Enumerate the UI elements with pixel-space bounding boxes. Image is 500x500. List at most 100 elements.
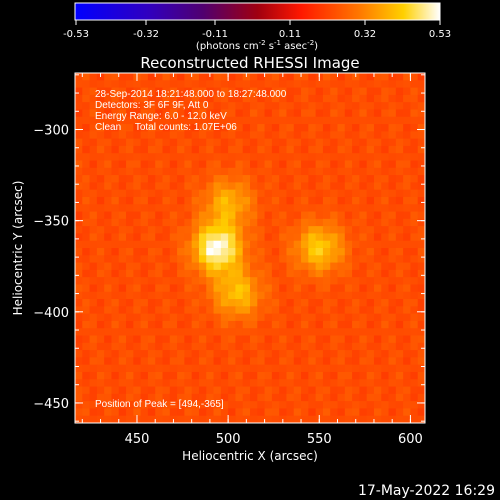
heatmap-cell xyxy=(133,226,142,234)
heatmap-cell xyxy=(155,408,163,417)
heatmap-cell xyxy=(373,94,382,103)
heatmap-cell xyxy=(271,233,280,242)
heatmap-cell xyxy=(381,145,390,154)
heatmap-cell xyxy=(279,284,287,293)
heatmap-cell xyxy=(257,401,266,409)
heatmap-cell xyxy=(213,415,222,424)
heatmap-cell xyxy=(264,211,273,220)
heatmap-cell xyxy=(147,240,156,249)
heatmap-cell xyxy=(352,248,360,256)
heatmap-cell xyxy=(279,408,287,417)
heatmap-cell xyxy=(111,328,120,336)
heatmap-cell xyxy=(177,94,185,103)
heatmap-cell xyxy=(126,350,134,358)
heatmap-cell xyxy=(155,357,163,366)
heatmap-cell xyxy=(322,182,331,191)
heatmap-cell xyxy=(96,299,105,307)
heatmap-cell xyxy=(301,160,309,169)
heatmap-cell xyxy=(359,218,368,227)
heatmap-cell xyxy=(111,357,120,366)
heatmap-cell xyxy=(344,255,353,264)
heatmap-cell xyxy=(220,335,229,344)
heatmap-cell xyxy=(111,342,120,351)
heatmap-cell xyxy=(147,102,156,110)
heatmap-cell xyxy=(337,255,346,264)
heatmap-cell xyxy=(198,167,207,176)
heatmap-cell xyxy=(147,73,156,81)
heatmap-cell xyxy=(417,182,426,191)
heatmap-cell xyxy=(89,175,98,183)
heatmap-cell xyxy=(82,182,91,191)
heatmap-cell xyxy=(417,131,426,140)
heatmap-cell xyxy=(82,415,91,424)
heatmap-cell xyxy=(315,371,324,380)
heatmap-cell xyxy=(235,116,244,125)
heatmap-cell xyxy=(388,160,397,169)
heatmap-cell xyxy=(395,408,404,417)
heatmap-cell xyxy=(213,408,222,417)
heatmap-cell xyxy=(388,116,397,125)
heatmap-cell xyxy=(220,328,229,336)
heatmap-cell xyxy=(228,131,236,140)
heatmap-cell xyxy=(395,342,404,351)
heatmap-cell xyxy=(395,328,404,336)
heatmap-cell xyxy=(330,131,338,140)
heatmap-cell xyxy=(271,167,280,176)
heatmap-cell xyxy=(403,371,411,380)
heatmap-cell xyxy=(104,248,112,256)
heatmap-cell xyxy=(126,131,134,140)
heatmap-cell xyxy=(75,240,83,249)
heatmap-cell xyxy=(395,80,404,89)
heatmap-cell xyxy=(395,102,404,110)
heatmap-cell xyxy=(330,175,338,183)
heatmap-cell xyxy=(228,269,236,278)
heatmap-cell xyxy=(191,357,200,366)
heatmap-cell xyxy=(359,328,368,336)
heatmap-cell xyxy=(162,364,171,373)
heatmap-cell xyxy=(308,277,317,285)
heatmap-cell xyxy=(96,182,105,191)
heatmap-cell xyxy=(264,175,273,183)
heatmap-cell xyxy=(301,401,309,409)
heatmap-cell xyxy=(126,335,134,344)
heatmap-cell xyxy=(242,393,251,402)
heatmap-cell xyxy=(162,342,171,351)
heatmap-cell xyxy=(191,415,200,424)
heatmap-cell xyxy=(155,145,163,154)
heatmap-cell xyxy=(395,335,404,344)
heatmap-cell xyxy=(147,94,156,103)
heatmap-cell xyxy=(162,160,171,169)
heatmap-cell xyxy=(257,415,266,424)
heatmap-cell xyxy=(104,80,112,89)
heatmap-cell xyxy=(293,255,302,264)
heatmap-cell xyxy=(147,211,156,220)
heatmap-cell xyxy=(352,80,360,89)
heatmap-cell xyxy=(395,320,404,329)
heatmap-cell xyxy=(162,255,171,264)
heatmap-cell xyxy=(242,284,251,293)
heatmap-cell xyxy=(301,350,309,358)
heatmap-cell xyxy=(184,248,193,256)
heatmap-cell xyxy=(381,153,390,161)
heatmap-cell xyxy=(366,226,375,234)
heatmap-cell xyxy=(388,328,397,336)
heatmap-cell xyxy=(235,255,244,264)
heatmap-cell xyxy=(118,240,127,249)
heatmap-cell xyxy=(410,313,419,322)
heatmap-cell xyxy=(155,116,163,125)
heatmap-cell xyxy=(213,102,222,110)
heatmap-cell xyxy=(308,160,317,169)
heatmap-cell xyxy=(308,364,317,373)
heatmap-cell xyxy=(337,335,346,344)
heatmap-cell xyxy=(417,196,426,205)
heatmap-cell xyxy=(250,342,258,351)
heatmap-cell xyxy=(359,145,368,154)
heatmap-cell xyxy=(352,364,360,373)
heatmap-cell xyxy=(257,94,266,103)
heatmap-cell xyxy=(308,320,317,329)
heatmap-cell xyxy=(126,226,134,234)
heatmap-cell xyxy=(315,87,324,96)
heatmap-cell xyxy=(228,109,236,118)
heatmap-cell xyxy=(264,87,273,96)
heatmap-cell xyxy=(403,145,411,154)
